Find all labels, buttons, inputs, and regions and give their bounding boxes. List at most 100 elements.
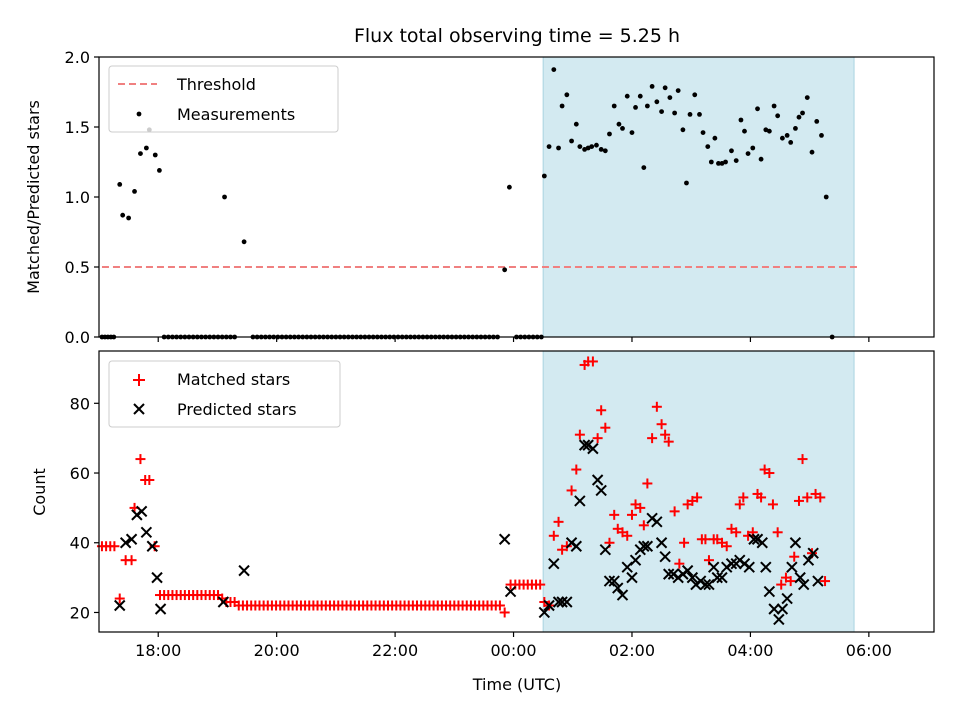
measurement-point [132,189,137,194]
measurement-point [577,144,583,150]
matched-stars-point [815,492,826,503]
matched-stars-point [756,492,767,503]
measurement-point [742,128,747,134]
matched-stars-point [144,474,155,485]
x-tick-label: 02:00 [609,641,655,660]
measurement-point [733,158,739,164]
x-tick-label: 18:00 [135,641,181,660]
measurement-point [700,130,706,136]
predicted-stars-point [612,582,624,594]
matched-stars-point [592,433,603,444]
matched-stars-point [635,502,646,513]
predicted-stars-point [154,603,167,615]
y-tick-label: 60 [70,464,90,483]
measurement-point [564,92,570,98]
matched-stars-point [820,576,831,587]
measurement-point [126,215,132,221]
matched-stars-point [535,579,546,590]
count-legend-box [108,360,341,428]
observing-window-shade-bottom [543,351,855,632]
matched-stars-point [600,422,611,433]
measurement-point [541,173,547,179]
predicted-stars-point [556,596,568,608]
measurement-point [222,194,227,200]
observing-window-shade-top [543,57,855,337]
count-axes-frame [98,350,935,633]
predicted-stars-point [711,571,723,584]
predicted-stars-point [756,537,768,549]
predicted-stars-point [578,439,591,451]
count-y-ticks: 20 40 60 80 [70,394,99,622]
predicted-stars-point [681,564,694,577]
ratio-y-ticks: 0.0 0.5 1.0 1.5 2.0 [65,48,99,347]
count-y-axis-label: Count [30,468,49,516]
measurement-point [654,99,660,105]
predicted-stars-point [599,544,612,556]
measurement-point [143,145,149,151]
predicted-stars-point [561,596,573,608]
measurement-point [823,194,829,200]
predicted-stars-point [802,554,815,566]
matched-stars-point [609,509,620,520]
predicted-stars-point [538,606,551,619]
matched-stars-point [126,555,137,566]
measurement-point [675,88,681,93]
measurement-point [687,112,693,117]
y-tick-label: 0.5 [65,258,90,277]
matched-stars-point [622,530,633,541]
predicted-stars-point [217,596,230,608]
measurement-point [771,103,777,109]
measurement-point [684,180,689,186]
measurement-point [607,131,612,137]
predicted-stars-point [748,533,760,545]
matched-stars-point [679,537,690,548]
y-tick-label: 40 [70,534,90,553]
matched-stars-point [596,405,607,416]
measurement-point [705,144,711,150]
legend-measurements-swatch [136,111,142,117]
matched-stars-point [651,401,662,412]
count-marks [96,351,855,632]
predicted-stars-point [498,533,511,545]
y-tick-label: 0.0 [65,328,90,347]
measurement-point [641,165,647,171]
measurement-point [569,138,574,144]
matched-stars-point [721,541,732,552]
measurement-point [819,133,824,138]
measurement-point [809,149,815,155]
measurement-point [729,148,734,154]
chart-title: Flux total observing time = 5.25 h [354,25,680,47]
predicted-stars-point [114,599,126,612]
measurement-point [546,144,552,150]
predicted-stars-point [570,540,583,552]
predicted-stars-point [641,540,654,552]
measurement-point [814,119,820,124]
predicted-stars-point [781,592,793,605]
legend-matched-swatch [133,374,145,386]
ratio-legend-box [108,65,339,133]
measurement-point [138,151,143,157]
predicted-stars-point [659,550,671,563]
predicted-stars-point [798,578,810,591]
measurement-point [659,109,664,114]
predicted-stars-point [651,516,663,528]
measurement-point [745,151,751,157]
matched-stars-point [738,492,749,503]
legend-matched-label: Matched stars [177,370,290,389]
x-tick-label: 00:00 [490,641,536,660]
matched-stars-point [642,478,653,489]
predicted-stars-point [789,537,802,549]
measurement-point [616,121,622,127]
matched-stars-point [802,492,813,503]
matched-stars-point [494,600,505,611]
predicted-stars-point [552,596,565,608]
measurement-point [697,112,702,117]
measurement-point [716,161,721,166]
measurement-point [620,125,625,131]
count-legend: Matched stars Predicted stars [108,360,341,428]
measurement-point [779,135,785,141]
matched-stars-point [656,419,667,430]
measurement-point [750,145,756,151]
measurement-point [152,152,158,158]
measurement-point [629,130,635,136]
